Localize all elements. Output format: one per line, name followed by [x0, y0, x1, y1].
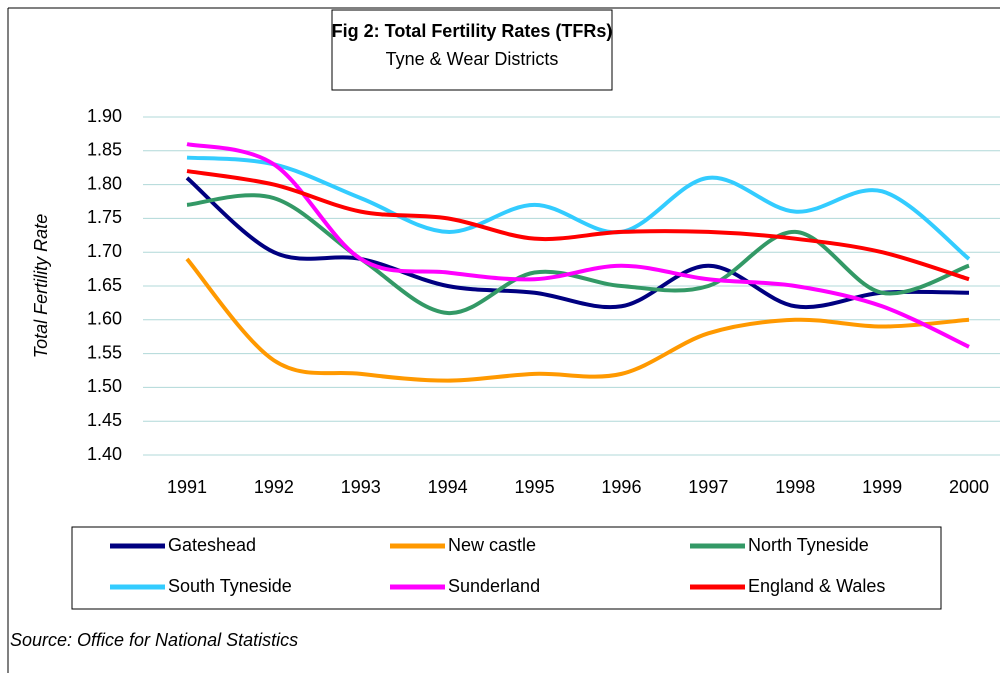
y-tick-label: 1.90: [87, 106, 122, 126]
x-tick-label: 1996: [601, 477, 641, 497]
legend-label: England & Wales: [748, 576, 885, 596]
x-tick-label: 1992: [254, 477, 294, 497]
series-line: [185, 257, 970, 383]
series-line: [186, 193, 970, 316]
legend-label: South Tyneside: [168, 576, 292, 596]
y-tick-label: 1.70: [87, 241, 122, 261]
x-tick-label: 1993: [341, 477, 381, 497]
legend-label: Gateshead: [168, 535, 256, 555]
chart-title: Fig 2: Total Fertility Rates (TFRs): [332, 21, 613, 41]
series-line: [186, 169, 970, 282]
y-tick-label: 1.75: [87, 207, 122, 227]
y-tick-label: 1.40: [87, 444, 122, 464]
legend-label: Sunderland: [448, 576, 540, 596]
title-box: [331, 9, 613, 91]
y-tick-label: 1.85: [87, 140, 122, 160]
x-tick-label: 1994: [428, 477, 468, 497]
y-tick-label: 1.50: [87, 376, 122, 396]
series-line: [186, 142, 970, 349]
legend-label: North Tyneside: [748, 535, 869, 555]
legend-box: [71, 526, 942, 610]
y-tick-label: 1.65: [87, 275, 122, 295]
source-note: Source: Office for National Statistics: [10, 630, 298, 650]
y-tick-label: 1.60: [87, 309, 122, 329]
x-tick-label: 1995: [515, 477, 555, 497]
y-axis-label: Total Fertility Rate: [31, 214, 51, 358]
x-tick-label: 1997: [688, 477, 728, 497]
x-tick-label: 2000: [949, 477, 989, 497]
x-tick-label: 1999: [862, 477, 902, 497]
legend-label: New castle: [448, 535, 536, 555]
series-line: [186, 155, 971, 261]
x-tick-label: 1991: [167, 477, 207, 497]
series-line: [185, 176, 970, 310]
y-tick-label: 1.45: [87, 410, 122, 430]
chart-subtitle: Tyne & Wear Districts: [386, 49, 559, 69]
y-tick-label: 1.55: [87, 342, 122, 362]
y-tick-label: 1.80: [87, 173, 122, 193]
x-tick-label: 1998: [775, 477, 815, 497]
